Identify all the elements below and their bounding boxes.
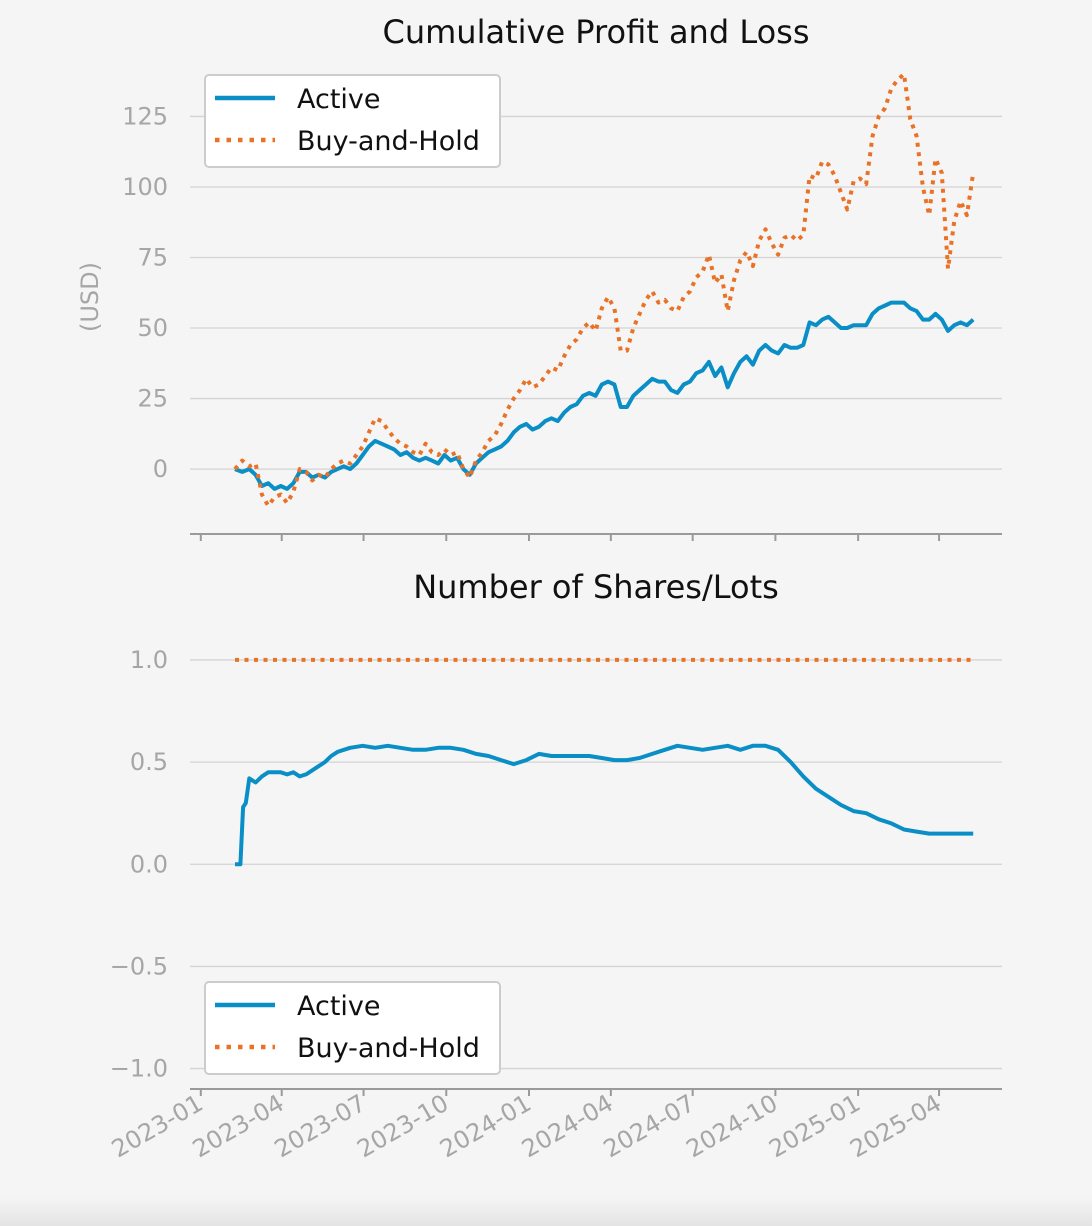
pnl-y-axis-label: (USD) xyxy=(76,262,104,332)
shares-legend-bah-label: Buy-and-Hold xyxy=(297,1033,480,1064)
pnl-gridlines xyxy=(190,115,1002,470)
shares-legend-box xyxy=(204,981,501,1075)
pnl-y-tick-label: 0 xyxy=(153,455,168,483)
shares-legend: Active Buy-and-Hold xyxy=(204,981,501,1075)
x-tick-label: 2024-04 xyxy=(517,1089,618,1163)
x-tick-label: 2023-07 xyxy=(270,1089,371,1163)
x-tick-label: 2023-01 xyxy=(107,1089,208,1163)
pnl-legend-bah-label: Buy-and-Hold xyxy=(297,126,480,157)
pnl-y-tick-label: 50 xyxy=(137,314,168,342)
shares-y-tick-label: −1.0 xyxy=(110,1055,168,1083)
pnl-series xyxy=(233,72,976,508)
pnl-y-tick-label: 100 xyxy=(122,173,168,201)
pnl-series-active xyxy=(234,300,975,491)
shares-chart: Number of Shares/Lots −1.0−0.50.00.51.0 … xyxy=(107,568,1002,1163)
shares-legend-active-label: Active xyxy=(297,991,381,1022)
shares-x-ticks xyxy=(199,1089,941,1096)
pnl-y-ticks: 0 25 50 75 100 125 xyxy=(122,102,168,483)
shares-series xyxy=(235,657,974,867)
pnl-legend-active-label: Active xyxy=(297,84,381,115)
pnl-y-tick-label: 125 xyxy=(122,102,168,130)
pnl-legend: Active Buy-and-Hold xyxy=(204,74,501,168)
x-tick-label: 2024-01 xyxy=(435,1089,536,1163)
shares-y-tick-label: 1.0 xyxy=(130,646,168,674)
x-tick-label: 2023-10 xyxy=(352,1089,453,1163)
pnl-chart-title: Cumulative Profit and Loss xyxy=(382,13,809,51)
pnl-chart: Cumulative Profit and Loss (USD) 0 25 50 75… xyxy=(76,13,1002,541)
x-tick-label: 2024-07 xyxy=(599,1089,700,1163)
pnl-x-ticks xyxy=(199,534,941,541)
shares-y-tick-label: 0.0 xyxy=(130,850,168,878)
shares-y-ticks: −1.0 −0.5 0.0 0.5 1.0 xyxy=(110,646,168,1083)
shares-y-tick-label: 0.5 xyxy=(130,748,168,776)
window-bottom-edge xyxy=(0,1196,1092,1226)
pnl-y-tick-label: 25 xyxy=(137,385,168,413)
shares-chart-title: Number of Shares/Lots xyxy=(413,568,779,606)
x-tick-label: 2025-01 xyxy=(764,1089,865,1163)
shares-series-active xyxy=(235,743,974,867)
x-tick-label: 2025-04 xyxy=(845,1089,946,1163)
pnl-legend-box xyxy=(204,74,501,168)
shares-x-tick-labels: 2023-012023-042023-072023-102024-012024-… xyxy=(107,1089,946,1163)
shares-y-tick-label: −0.5 xyxy=(110,952,168,980)
pnl-y-tick-label: 75 xyxy=(137,244,168,272)
x-tick-label: 2024-10 xyxy=(682,1089,783,1163)
x-tick-label: 2023-04 xyxy=(188,1089,289,1163)
